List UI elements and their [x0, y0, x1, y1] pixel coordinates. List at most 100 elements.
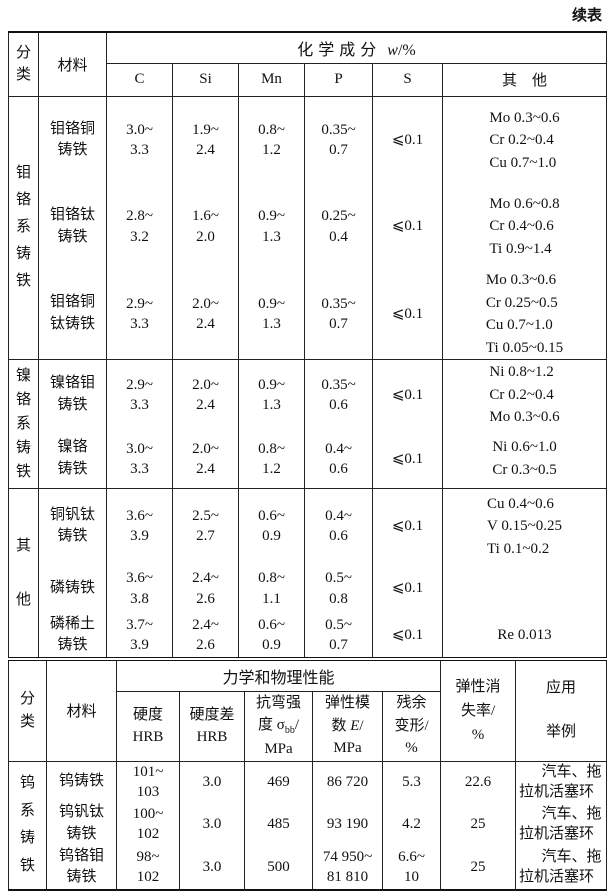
chemical-composition-table: 分 类 材料 化学成分 w/% C Si Mn P S 其 他 钼 铬 系 铸 铁… — [8, 31, 608, 661]
cell-bend-strength: 469 — [244, 760, 313, 802]
cell-others: Ni 0.6~1.0 Cr 0.3~0.5 — [441, 429, 608, 489]
table2-header-row-2: 硬度 HRB 硬度差 HRB 抗弯强度 σbb/MPa 弹性模数 E/MPa 残… — [9, 691, 607, 761]
composition-label: 化学成分 — [297, 41, 382, 59]
material-cell: 镍铬钼 铸铁 — [38, 359, 107, 430]
cell-application: 汽车、拖拉机活塞环 — [515, 802, 608, 846]
cell-mn: 0.6~ 0.9 — [238, 613, 305, 659]
cell-bend-strength: 485 — [244, 802, 313, 846]
table-row: 磷稀土 铸铁 3.7~ 3.9 2.4~ 2.6 0.6~ 0.9 0.5~ 0… — [9, 613, 608, 659]
cell-residual: 4.2 — [381, 802, 442, 846]
modulus-label-1: 弹性模 — [324, 695, 370, 712]
cell-elastic-loss: 25 — [440, 802, 517, 846]
table-row: 镍 铬 系 铸 铁 镍铬钼 铸铁 2.9~ 3.3 2.0~ 2.4 0.9~ … — [8, 359, 608, 489]
others-values: Cu 0.4~0.6 V 0.15~0.25 Ti 0.1~0.2 — [487, 495, 562, 557]
cell-modulus: 86 720 — [312, 760, 383, 802]
modulus-label-2: 数 — [331, 717, 351, 734]
table-row: 钨钒钛 铸铁 100~ 102 3.0 485 93 190 4.2 25 汽车… — [9, 802, 608, 846]
cell-application: 汽车、拖拉机活塞环 — [515, 845, 608, 890]
header-material: 材料 — [46, 661, 117, 761]
cell-p: 0.35~ 0.6 — [304, 359, 373, 430]
cell-others: Cu 0.4~0.6 V 0.15~0.25 Ti 0.1~0.2 — [441, 488, 608, 564]
material-cell: 钨铬钼 铸铁 — [46, 845, 117, 890]
cell-mn: 0.8~ 1.1 — [238, 563, 305, 614]
category-w-series: 钨 系 铸 铁 — [8, 760, 47, 890]
table-row: 其 他 铜钒钛 铸铁 3.6~ 3.9 2.5~ 2.7 0.6~ 0.9 0.… — [8, 488, 608, 659]
cell-si: 2.5~ 2.7 — [172, 488, 239, 564]
table-row: 钼铬钛 铸铁 2.8~ 3.2 1.6~ 2.0 0.9~ 1.3 0.25~ … — [9, 184, 608, 269]
material-cell: 铜钒钛 铸铁 — [38, 488, 107, 564]
cell-si: 2.4~ 2.6 — [172, 613, 239, 659]
header-element-p: P — [304, 63, 373, 96]
header-category: 分 类 — [8, 661, 47, 761]
others-values: Ni 0.8~1.2 Cr 0.2~0.4 Mo 0.3~0.6 — [489, 364, 560, 425]
material-cell: 钼铬钛 铸铁 — [38, 184, 107, 269]
header-category: 分 类 — [8, 32, 39, 96]
category-mo-cr-series: 钼 铬 系 铸 铁 — [8, 95, 39, 360]
material-cell: 钼铬铜 铸铁 — [38, 95, 107, 184]
bend-label-3: / — [294, 717, 299, 733]
material-cell: 钨铸铁 — [46, 760, 117, 802]
cell-modulus: 74 950~ 81 810 — [312, 845, 383, 890]
cell-si: 2.0~ 2.4 — [172, 269, 239, 360]
continued-table-label: 续表 — [571, 8, 602, 24]
cell-hardness: 101~ 103 — [116, 760, 180, 802]
cell-mn: 0.9~ 1.3 — [238, 269, 305, 360]
cell-others: Re 0.013 — [441, 613, 608, 659]
cell-mn: 0.6~ 0.9 — [238, 488, 305, 564]
cell-application: 汽车、拖拉机活塞环 — [515, 760, 608, 802]
cell-p: 0.5~ 0.8 — [304, 563, 373, 614]
header-chemical-composition: 化学成分 w/% — [105, 32, 608, 64]
cell-s: ⩽0.1 — [372, 269, 443, 360]
cell-hardness: 98~ 102 — [116, 845, 180, 890]
header-material: 材料 — [38, 32, 107, 96]
material-cell: 钨钒钛 铸铁 — [46, 802, 117, 846]
cell-s: ⩽0.1 — [372, 359, 443, 430]
header-residual: 残余 变形/ % — [381, 691, 442, 761]
header-element-c: C — [106, 63, 173, 96]
cell-mn: 0.9~ 1.3 — [238, 184, 305, 269]
e-symbol: E — [350, 717, 360, 734]
sigma-subscript: bb — [284, 725, 295, 736]
others-values: Mo 0.3~0.6 Cr 0.2~0.4 Cu 0.7~1.0 — [489, 109, 560, 171]
cell-c: 2.9~ 3.3 — [106, 269, 173, 360]
cell-p: 0.35~ 0.7 — [304, 269, 373, 360]
cell-si: 2.0~ 2.4 — [172, 359, 239, 430]
table-row: 磷铸铁 3.6~ 3.8 2.4~ 2.6 0.8~ 1.1 0.5~ 0.8 … — [9, 563, 608, 614]
application-label-2: 举例 — [546, 723, 577, 740]
material-cell: 钼铬铜 钛铸铁 — [38, 269, 107, 360]
cell-hardness-diff: 3.0 — [179, 845, 245, 890]
cell-si: 2.0~ 2.4 — [172, 429, 239, 489]
table-row: 钼 铬 系 铸 铁 钼铬铜 铸铁 3.0~ 3.3 1.9~ 2.4 0.8~ … — [8, 95, 608, 360]
header-others: 其 他 — [441, 63, 608, 96]
cell-s: ⩽0.1 — [372, 184, 443, 269]
header-hardness-diff: 硬度差 HRB — [179, 691, 245, 761]
cell-s: ⩽0.1 — [372, 613, 443, 659]
cell-p: 0.35~ 0.7 — [304, 95, 373, 184]
cell-others: Mo 0.3~0.6 Cr 0.2~0.4 Cu 0.7~1.0 — [441, 95, 608, 184]
cell-s: ⩽0.1 — [372, 429, 443, 489]
cell-p: 0.5~ 0.7 — [304, 613, 373, 659]
composition-unit: /% — [397, 41, 416, 59]
cell-bend-strength: 500 — [244, 845, 313, 890]
cell-hardness-diff: 3.0 — [179, 802, 245, 846]
others-values: Mo 0.3~0.6 Cr 0.25~0.5 Cu 0.7~1.0 Ti 0.0… — [485, 272, 564, 356]
cell-others: Ni 0.8~1.2 Cr 0.2~0.4 Mo 0.3~0.6 — [441, 359, 608, 430]
cell-modulus: 93 190 — [312, 802, 383, 846]
cell-others — [441, 563, 608, 614]
header-bend-strength: 抗弯强度 σbb/MPa — [244, 691, 313, 761]
bend-label-2: 度 σ — [257, 717, 285, 733]
table-row: 钨 系 铸 铁 钨铸铁 101~ 103 3.0 469 86 720 5.3 … — [8, 760, 608, 890]
others-values: Mo 0.6~0.8 Cr 0.4~0.6 Ti 0.9~1.4 — [489, 195, 560, 257]
mechanical-properties-table: 分 类 材料 力学和物理性能 弹性消 失率/ % 应用 举例 硬度 HRB 硬度差… — [8, 661, 608, 891]
cell-residual: 5.3 — [381, 760, 442, 802]
header-hardness: 硬度 HRB — [116, 691, 180, 761]
cell-hardness-diff: 3.0 — [179, 760, 245, 802]
cell-si: 1.9~ 2.4 — [172, 95, 239, 184]
header-element-s: S — [372, 63, 443, 96]
table1-header-row-1: 分 类 材料 化学成分 w/% — [8, 32, 608, 96]
cell-c: 3.6~ 3.8 — [106, 563, 173, 614]
cell-si: 2.4~ 2.6 — [172, 563, 239, 614]
application-label-1: 应用 — [546, 680, 577, 697]
w-symbol: w — [387, 41, 398, 59]
